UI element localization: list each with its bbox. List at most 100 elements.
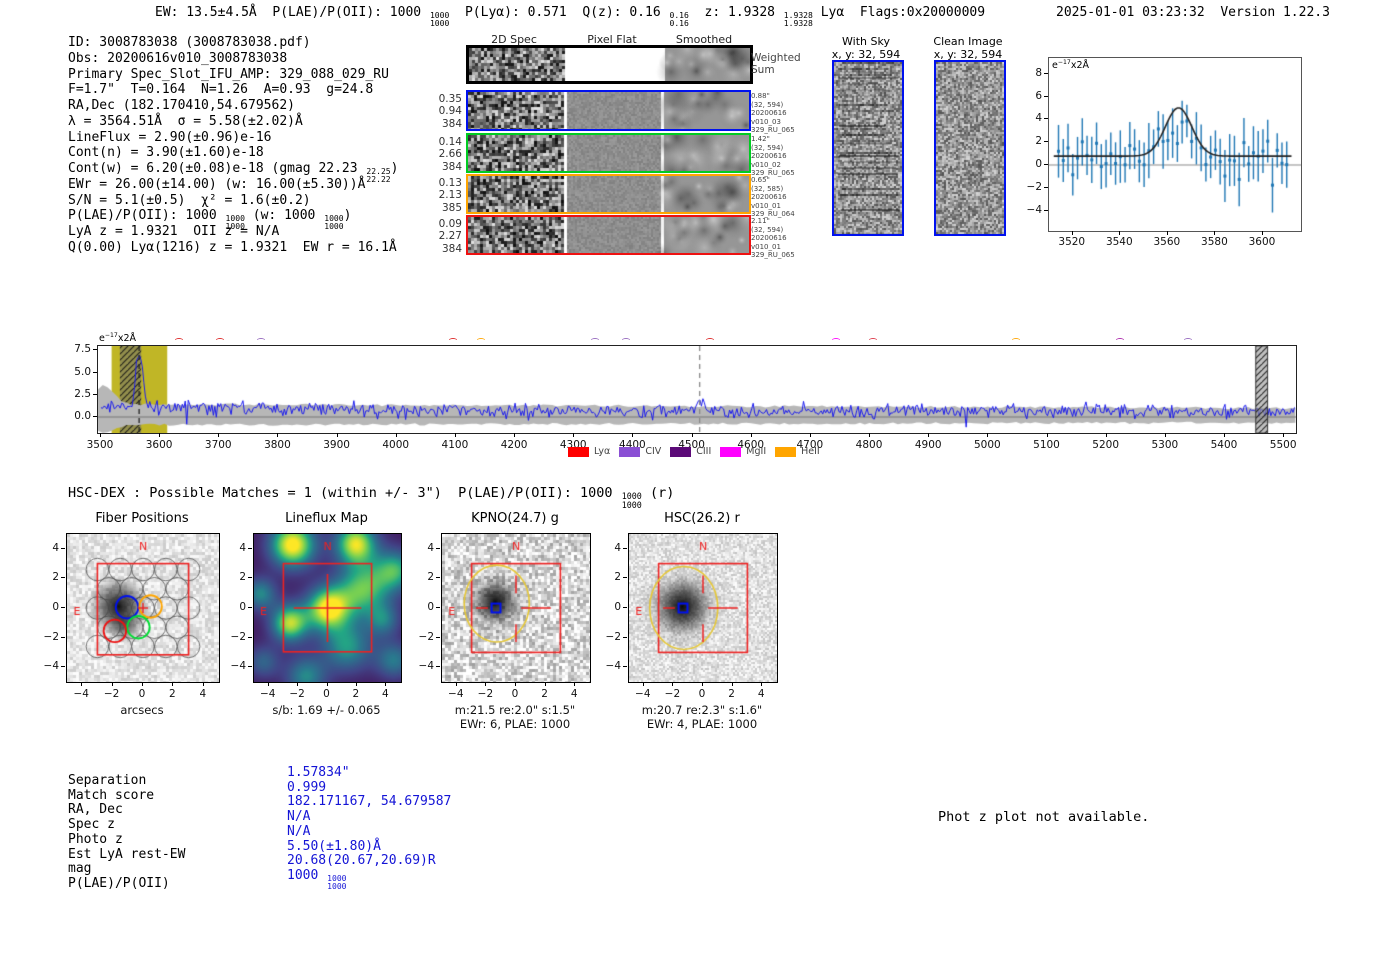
x-tick-mark: [514, 433, 516, 437]
spec2d-row-right-labels: Weighted Sum: [751, 52, 801, 76]
match-table-value: 20.68(20.67,20.69)R: [287, 853, 436, 869]
cutout-image: [254, 534, 401, 682]
header-summary: EW: 13.5±4.5Å P(LAE)/P(OII): 1000 1000 10…: [155, 5, 986, 29]
x-tick-mark: [573, 433, 575, 437]
legend-swatch: [775, 446, 797, 457]
legend-swatch: [670, 446, 692, 457]
x-tick-label: 4700: [796, 439, 824, 451]
y-tick-label: 0: [1035, 157, 1042, 170]
y-tick-label: −4: [230, 660, 246, 673]
x-tick-mark: [1166, 231, 1168, 235]
info-line: Cont(n) = 3.90(±1.60)e-18: [68, 145, 264, 161]
legend-swatch: [568, 446, 589, 457]
info-line: ID: 3008783038 (3008783038.pdf): [68, 35, 311, 50]
x-tick-mark: [1283, 433, 1285, 437]
x-tick-label: 5500: [1269, 439, 1297, 451]
cutout-xlabel: s/b: 1.69 +/- 0.065: [272, 703, 381, 717]
spec2d-col-header: 2D Spec: [491, 33, 537, 46]
x-tick-mark: [672, 682, 674, 686]
info-line: LyA z = 1.9321 OII z = N/A: [68, 224, 280, 239]
info-line: P(LAE)/P(OII): 1000 1000 1000 (w: 1000 10…: [68, 208, 352, 232]
spec2d-row: [466, 174, 751, 214]
match-table-values: 1.57834" 0.999 182.171167, 54.679587 N/A N/A…: [287, 765, 451, 891]
x-tick-label: 4800: [855, 439, 883, 451]
line-fit-zoom-frame: [1048, 57, 1302, 232]
x-tick-label: 5300: [1151, 439, 1179, 451]
info-line: Q(0.00) Lyα(1216) z = 1.9321 EW r = 16.1…: [68, 239, 397, 255]
cutout-xlabel2: EWr: 4, PLAE: 1000: [646, 717, 758, 731]
emission-line-marker: (: [446, 337, 457, 341]
x-tick-label: −4: [635, 688, 651, 700]
spec2d-row-left-labels: 0.35 0.94 384: [438, 93, 462, 130]
spec2d-row-left-labels: 0.13 2.13 385: [438, 177, 462, 214]
spec2d-row-left-labels: 0.14 2.66 384: [438, 136, 462, 173]
x-tick-label: 5000: [973, 439, 1001, 451]
info-line: Primary Spec_Slot_IFU_AMP: 329_088_029_R…: [68, 66, 389, 82]
x-tick-label: 5100: [1033, 439, 1060, 451]
y-tick-label: 0.0: [74, 410, 91, 423]
x-tick-label: 4200: [500, 439, 528, 451]
info-line: EWr = 26.00(±14.00) (w: 16.00(±5.30))Å: [68, 176, 366, 192]
cutout-xlabel: m:21.5 re:2.0" s:1.5": [454, 703, 576, 717]
x-tick-label: 4: [381, 688, 389, 700]
x-tick-label: 3900: [323, 439, 350, 451]
full-spectrum-canvas: [98, 346, 1296, 433]
spec2d-row-image: [468, 217, 749, 253]
y-tick-mark: [1044, 163, 1048, 165]
info-line: λ = 3564.51Å σ = 5.58(±2.02)Å: [68, 113, 303, 129]
legend-swatch: [720, 446, 742, 457]
x-tick-mark: [1105, 433, 1107, 437]
x-tick-label: 0: [323, 688, 330, 700]
y-axis-unit-label: e−17x2Å: [99, 332, 137, 345]
spec2d-row-right-labels: 2.11" (32, 594) 20200616 v010_01 329_RU_…: [751, 217, 795, 260]
x-tick-mark: [1046, 433, 1048, 437]
y-tick-mark: [623, 547, 627, 549]
y-tick-label: 4: [239, 541, 246, 554]
spec2d-row-image: [469, 48, 750, 81]
spec2d-row-image: [468, 92, 749, 129]
y-tick-mark: [436, 636, 440, 638]
y-tick-mark: [623, 636, 627, 638]
x-tick-label: 3560: [1153, 236, 1181, 248]
y-tick-label: −2: [43, 630, 59, 643]
y-tick-label: 2: [427, 571, 434, 584]
y-tick-mark: [436, 607, 440, 608]
x-tick-label: −2: [289, 688, 305, 700]
y-tick-label: 4: [614, 541, 621, 554]
info-line: LineFlux = 2.90(±0.96)e-16: [68, 129, 272, 145]
x-tick-mark: [642, 682, 644, 686]
y-tick-mark: [436, 547, 440, 549]
info-line: S/N = 5.1(±0.5) χ² = 1.6(±0.2): [68, 192, 311, 208]
x-tick-label: 4: [570, 688, 578, 700]
x-tick-mark: [1214, 231, 1216, 235]
match-table-value: 5.50(±1.80)Å: [287, 838, 381, 854]
cutout-title: Fiber Positions: [95, 511, 189, 526]
match-table-label: P(LAE)/P(OII): [68, 875, 170, 891]
match-table-label: Spec z: [68, 817, 115, 833]
match-table-labels: Separation Match score RA, Dec Spec z Photo …: [68, 773, 185, 892]
y-tick-label: −4: [1026, 203, 1042, 216]
y-tick-label: 6: [1035, 89, 1042, 102]
legend-item: HeII: [775, 446, 820, 457]
emission-line-marker: (: [1009, 337, 1020, 341]
y-tick-mark: [61, 577, 65, 579]
match-table-value: 1.57834": [287, 765, 350, 780]
y-tick-label: 0: [239, 601, 246, 613]
y-tick-mark: [61, 666, 65, 668]
match-table-label: Photo z: [68, 831, 123, 847]
spec2d-row: [466, 45, 753, 84]
y-tick-label: −4: [43, 660, 59, 673]
y-tick-label: 2: [1035, 135, 1042, 148]
x-tick-label: 0: [698, 688, 706, 700]
y-tick-mark: [93, 349, 97, 351]
x-tick-mark: [515, 682, 516, 686]
cutout-image: [629, 534, 777, 682]
full-spectrum-frame: [97, 345, 1297, 434]
spec2d-row-right-labels: 0.65" (32, 585) 20200616 v010_01 329_RU_…: [751, 176, 795, 219]
sky-panel-image-frame: [934, 60, 1006, 236]
y-tick-mark: [61, 607, 65, 608]
emission-line-marker: (: [172, 337, 183, 341]
x-tick-mark: [761, 682, 763, 686]
x-tick-label: 5400: [1210, 439, 1238, 451]
